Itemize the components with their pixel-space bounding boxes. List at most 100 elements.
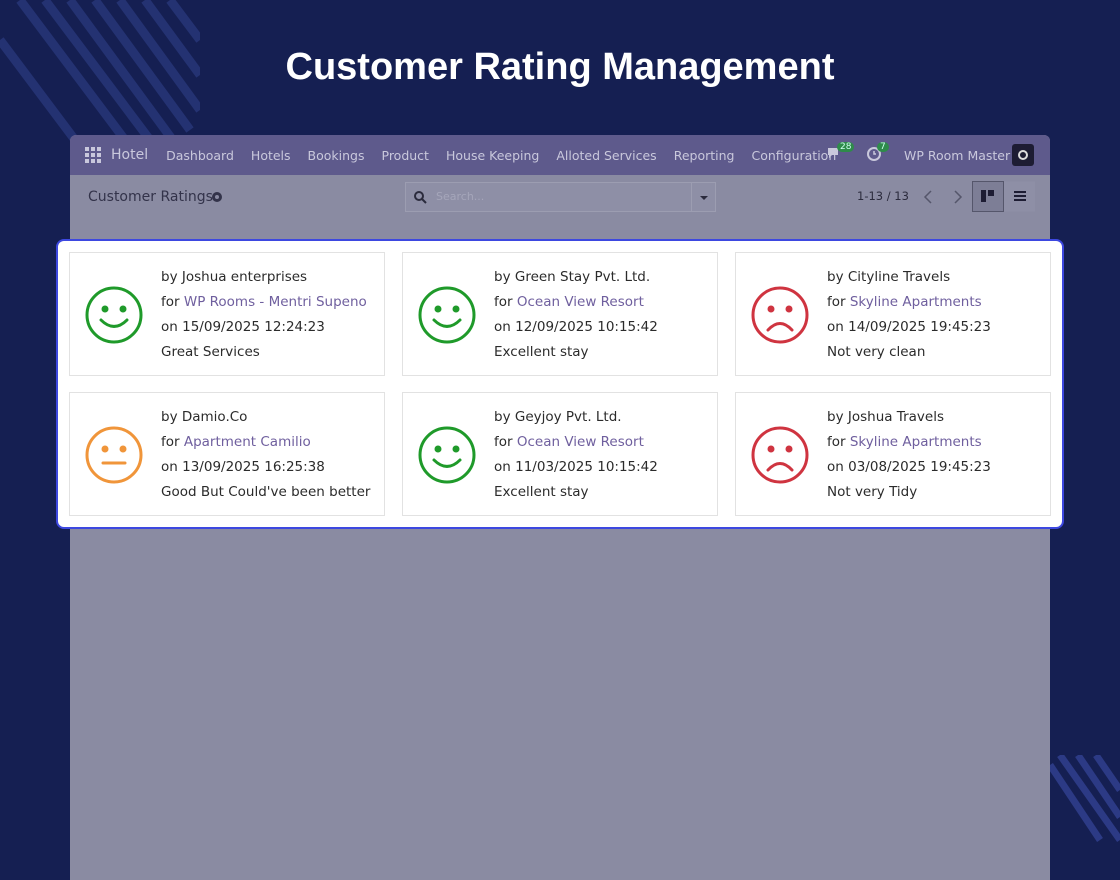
card-for[interactable]: Ocean View Resort xyxy=(516,434,644,450)
card-for-line: for WP Rooms - Mentri Supeno xyxy=(161,294,367,310)
messages-badge: 28 xyxy=(837,142,855,152)
face-eye xyxy=(434,305,442,313)
card-for[interactable]: Ocean View Resort xyxy=(516,294,644,310)
menu-item[interactable]: Hotels xyxy=(250,147,291,163)
face-mouth xyxy=(432,458,462,468)
card-comment-line: Not very clean xyxy=(827,344,925,360)
card-on-label: on xyxy=(827,319,844,335)
card-for-line: for Ocean View Resort xyxy=(494,434,644,450)
card-by: Green Stay Pvt. Ltd. xyxy=(514,269,651,285)
rating-face xyxy=(418,426,476,484)
face-outline xyxy=(85,426,143,484)
card-for[interactable]: Skyline Apartments xyxy=(849,434,982,450)
card-for-line: for Skyline Apartments xyxy=(827,294,982,310)
rating-face xyxy=(751,286,809,344)
card-comment: Not very Tidy xyxy=(827,484,918,500)
face-mouth xyxy=(766,462,794,472)
rating-face xyxy=(418,286,476,344)
rating-card[interactable]: by Joshua Travels for Skyline Apartments o… xyxy=(735,392,1051,516)
face-eye xyxy=(767,305,775,313)
card-comment-line: Excellent stay xyxy=(494,344,589,360)
card-for[interactable]: Apartment Camilio xyxy=(183,434,311,450)
decor-stripes xyxy=(1050,755,1120,843)
card-on: 15/09/2025 12:24:23 xyxy=(182,319,325,335)
card-comment: Good But Could've been better xyxy=(161,484,371,500)
view-switcher[interactable] xyxy=(972,181,1036,212)
menu-item[interactable]: Dashboard xyxy=(166,147,234,163)
pager: 1-13 / 13 xyxy=(857,189,909,203)
menu-item[interactable]: Alloted Services xyxy=(556,147,657,163)
menu-item[interactable]: Configuration xyxy=(751,147,837,163)
face-outline xyxy=(418,286,476,344)
face-eye xyxy=(119,445,127,453)
card-on: 14/09/2025 19:45:23 xyxy=(848,319,991,335)
face-eye xyxy=(785,445,793,453)
card-on: 03/08/2025 19:45:23 xyxy=(848,459,991,475)
card-by: Cityline Travels xyxy=(847,269,951,285)
face-eye xyxy=(434,445,442,453)
user-avatar[interactable] xyxy=(1012,144,1034,166)
menu-item[interactable]: Product xyxy=(381,147,429,163)
card-for[interactable]: WP Rooms - Mentri Supeno xyxy=(183,294,367,310)
pager-prev[interactable] xyxy=(919,187,939,207)
navbar: Hotel Dashboard Hotels Bookings Product Hous… xyxy=(70,135,1050,175)
app-name[interactable]: Hotel xyxy=(111,147,149,163)
card-for[interactable]: Skyline Apartments xyxy=(849,294,982,310)
activities-badge: 7 xyxy=(877,142,889,152)
card-for-label: for xyxy=(494,434,513,450)
rating-card[interactable]: by Cityline Travels for Skyline Apartment… xyxy=(735,252,1051,376)
card-on-label: on xyxy=(161,319,178,335)
messages-icon[interactable]: 28 xyxy=(826,142,855,164)
card-on-label: on xyxy=(827,459,844,475)
card-on-label: on xyxy=(494,459,511,475)
card-for-label: for xyxy=(827,294,846,310)
face-eye xyxy=(101,445,109,453)
card-on: 11/03/2025 10:15:42 xyxy=(515,459,658,475)
card-by-line: by Joshua enterprises xyxy=(161,269,307,285)
pager-next[interactable] xyxy=(947,187,967,207)
activities-icon[interactable]: 7 xyxy=(867,142,889,164)
card-comment-line: Not very Tidy xyxy=(827,484,917,500)
gear-icon[interactable] xyxy=(211,191,223,203)
card-comment: Excellent stay xyxy=(494,484,589,500)
card-for-line: for Skyline Apartments xyxy=(827,434,982,450)
card-comment-line: Great Services xyxy=(161,344,260,360)
breadcrumb: Customer Ratings xyxy=(88,189,213,205)
menu-item[interactable]: Reporting xyxy=(673,147,735,163)
rating-card[interactable]: by Damio.Co for Apartment Camilio on 13/09… xyxy=(69,392,385,516)
rating-face xyxy=(85,286,143,344)
face-outline xyxy=(85,286,143,344)
face-mouth xyxy=(766,322,794,332)
card-by-label: by xyxy=(827,269,844,285)
card-on-line: on 12/09/2025 10:15:42 xyxy=(494,319,658,335)
decor-stripes xyxy=(0,0,200,160)
card-by-line: by Geyjoy Pvt. Ltd. xyxy=(494,409,622,425)
card-by-label: by xyxy=(494,409,511,425)
rating-card[interactable]: by Green Stay Pvt. Ltd. for Ocean View Re… xyxy=(402,252,718,376)
search-toggle[interactable] xyxy=(691,183,716,211)
control-panel: Customer Ratings Search... 1-13 / 13 xyxy=(70,175,1050,223)
face-eye xyxy=(767,445,775,453)
card-by-label: by xyxy=(161,269,178,285)
face-mouth xyxy=(99,318,129,328)
apps-icon[interactable] xyxy=(85,147,101,163)
card-for-line: for Ocean View Resort xyxy=(494,294,644,310)
face-eye xyxy=(785,305,793,313)
face-eye xyxy=(119,305,127,313)
rating-card[interactable]: by Geyjoy Pvt. Ltd. for Ocean View Resort… xyxy=(402,392,718,516)
search-box[interactable]: Search... xyxy=(405,182,716,212)
rating-card[interactable]: by Joshua enterprises for WP Rooms - Ment… xyxy=(69,252,385,376)
face-eye xyxy=(452,445,460,453)
card-by: Joshua Travels xyxy=(847,409,944,425)
card-for-line: for Apartment Camilio xyxy=(161,434,311,450)
card-comment: Excellent stay xyxy=(494,344,589,360)
menu-item[interactable]: Bookings xyxy=(307,147,365,163)
card-comment: Not very clean xyxy=(827,344,926,360)
card-for-label: for xyxy=(827,434,846,450)
company-name[interactable]: WP Room Master xyxy=(904,147,1011,163)
card-comment-line: Excellent stay xyxy=(494,484,589,500)
face-eye xyxy=(452,305,460,313)
card-on-line: on 03/08/2025 19:45:23 xyxy=(827,459,991,475)
face-eye xyxy=(101,305,109,313)
menu-item[interactable]: House Keeping xyxy=(445,147,540,163)
